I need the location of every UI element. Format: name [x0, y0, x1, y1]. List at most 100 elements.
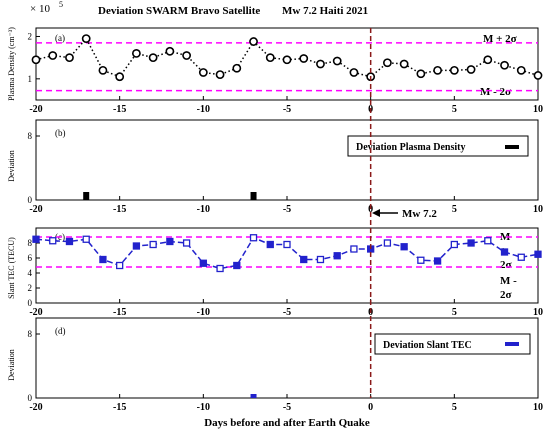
header-event: Mw 7.2 Haiti 2021 [282, 5, 368, 17]
panel-c-point [32, 235, 40, 243]
panel-c-point [500, 248, 509, 256]
panel-a-point [316, 59, 325, 69]
panel-c-point [49, 237, 57, 245]
panel-b-xtick-label: -10 [197, 204, 210, 215]
panel-a-point [299, 54, 309, 63]
panel-a-point [533, 71, 543, 80]
panel-d-xtick-label: -15 [113, 402, 126, 413]
panel-c-point [266, 240, 274, 249]
panel-b-bar [83, 192, 90, 200]
panel-a-point [131, 49, 141, 58]
panel-c-point [433, 257, 442, 265]
panel-c-point [333, 252, 341, 260]
panel-d-bars [250, 394, 257, 398]
panel-a-bounds [36, 42, 538, 92]
event-label: Mw 7.2 [402, 208, 437, 220]
panel-c-point [182, 239, 191, 247]
panel-c-xtick-label: -15 [113, 307, 126, 318]
exponent-power: 5 [59, 0, 63, 9]
panel-a-xtick-label: -5 [283, 104, 291, 115]
header-title: Deviation SWARM Bravo Satellite [98, 5, 260, 17]
panel-b-frame [35, 119, 539, 201]
event-arrow-head [372, 209, 380, 217]
panel-c-ticks: -20-15-10-5051002468 [28, 238, 544, 318]
panel-a-point [198, 68, 208, 77]
panel-c-xtick-label: 5 [452, 307, 457, 318]
panel-d-xtick-label: 5 [452, 402, 457, 413]
panel-a-point [182, 51, 191, 60]
panel-a-xtick-label: 5 [452, 104, 457, 115]
panel-b-xtick-label: 0 [368, 204, 373, 215]
panel-b-xtick-label: -20 [29, 204, 42, 215]
panel-d-label: (d) [55, 326, 66, 336]
panel-c-point [233, 261, 241, 270]
panel-a-ytick-label: 2 [28, 31, 33, 41]
panel-b-xtick-label: -5 [283, 204, 291, 215]
panel-c-point [116, 261, 124, 270]
panel-c-point [350, 245, 358, 253]
panel-b-bars [83, 192, 257, 200]
panel-b-legend-text: Deviation Plasma Density [356, 142, 465, 153]
panel-c-ytick-label: 0 [28, 298, 33, 308]
panel-c-point [82, 235, 90, 243]
panel-c-upper-bound-text-3: 2σ [500, 259, 512, 271]
panel-a-point [81, 34, 91, 43]
panel-a-point [416, 69, 426, 79]
panel-a-point [500, 60, 509, 70]
panel-c-xtick-label: -10 [197, 307, 210, 318]
panel-d: (d) Deviation Deviation Slant TEC -20 -15… [7, 317, 543, 413]
panel-a-point [382, 58, 392, 68]
panel-b-ylabel: Deviation [7, 150, 16, 182]
panel-a-point [399, 59, 409, 69]
panel-c: (c) Slant TEC (TECU) M + 2σ M - 2σ -20-1… [7, 227, 544, 318]
panel-c-ytick-label: 8 [28, 238, 33, 248]
panel-c-lower-bound-label: M - 2σ [500, 275, 520, 301]
panel-c-point [517, 253, 525, 261]
panel-c-point [534, 250, 542, 258]
panel-c-point [383, 239, 392, 247]
x-axis-label: Days before and after Earth Quake [204, 417, 370, 429]
panel-b-label: (b) [55, 128, 66, 138]
panel-d-xtick-label: -20 [29, 402, 42, 413]
panel-d-legend: Deviation Slant TEC [374, 333, 531, 355]
panel-d-xtick-label: 0 [368, 402, 373, 413]
panel-c-point [132, 242, 141, 250]
panel-a-point [31, 55, 41, 65]
event-annotation: Mw 7.2 [372, 208, 437, 220]
panel-c-point [283, 240, 291, 249]
panel-a-ticks: -20-15-10-5051012 [28, 31, 544, 115]
panel-c-series [32, 234, 542, 273]
panel-c-point [65, 237, 74, 246]
panel-a-point [249, 37, 258, 46]
panel-a-point [65, 53, 74, 63]
exponent-label: × 10 [30, 3, 50, 15]
panel-d-xtick-label: -10 [197, 402, 210, 413]
panel-d-frame [35, 317, 539, 399]
panel-c-point [400, 243, 408, 251]
panel-b-legend-box [347, 135, 529, 157]
panel-a-point [483, 55, 493, 65]
panel-b-xtick-label: -15 [113, 204, 126, 215]
panel-d-ytick-label: 0 [28, 393, 33, 403]
panel-d-legend-swatch [505, 342, 519, 346]
panel-c-frame [35, 227, 539, 304]
panel-c-point [484, 237, 492, 245]
panel-a-point [148, 53, 158, 63]
panel-c-ytick-label: 2 [28, 283, 33, 293]
panel-c-xtick-label: -5 [283, 307, 291, 318]
panel-c-point [316, 255, 325, 264]
panel-d-legend-box [374, 333, 531, 355]
panel-a-series [31, 34, 543, 82]
panel-b-bar [250, 192, 257, 200]
panel-c-point [450, 240, 458, 249]
panel-b-xtick-label: 5 [452, 204, 457, 215]
panel-a-xtick-label: 10 [533, 104, 543, 115]
panel-d-ytick-label: 8 [28, 329, 33, 339]
panel-b-ytick-label: 0 [28, 195, 33, 205]
panel-c-point [249, 234, 258, 242]
panel-c-point [300, 255, 308, 264]
panel-d-xtick-label: -5 [283, 402, 291, 413]
panel-a-lower-bound-label: M - 2σ [480, 86, 511, 98]
panel-a-point [466, 65, 476, 74]
